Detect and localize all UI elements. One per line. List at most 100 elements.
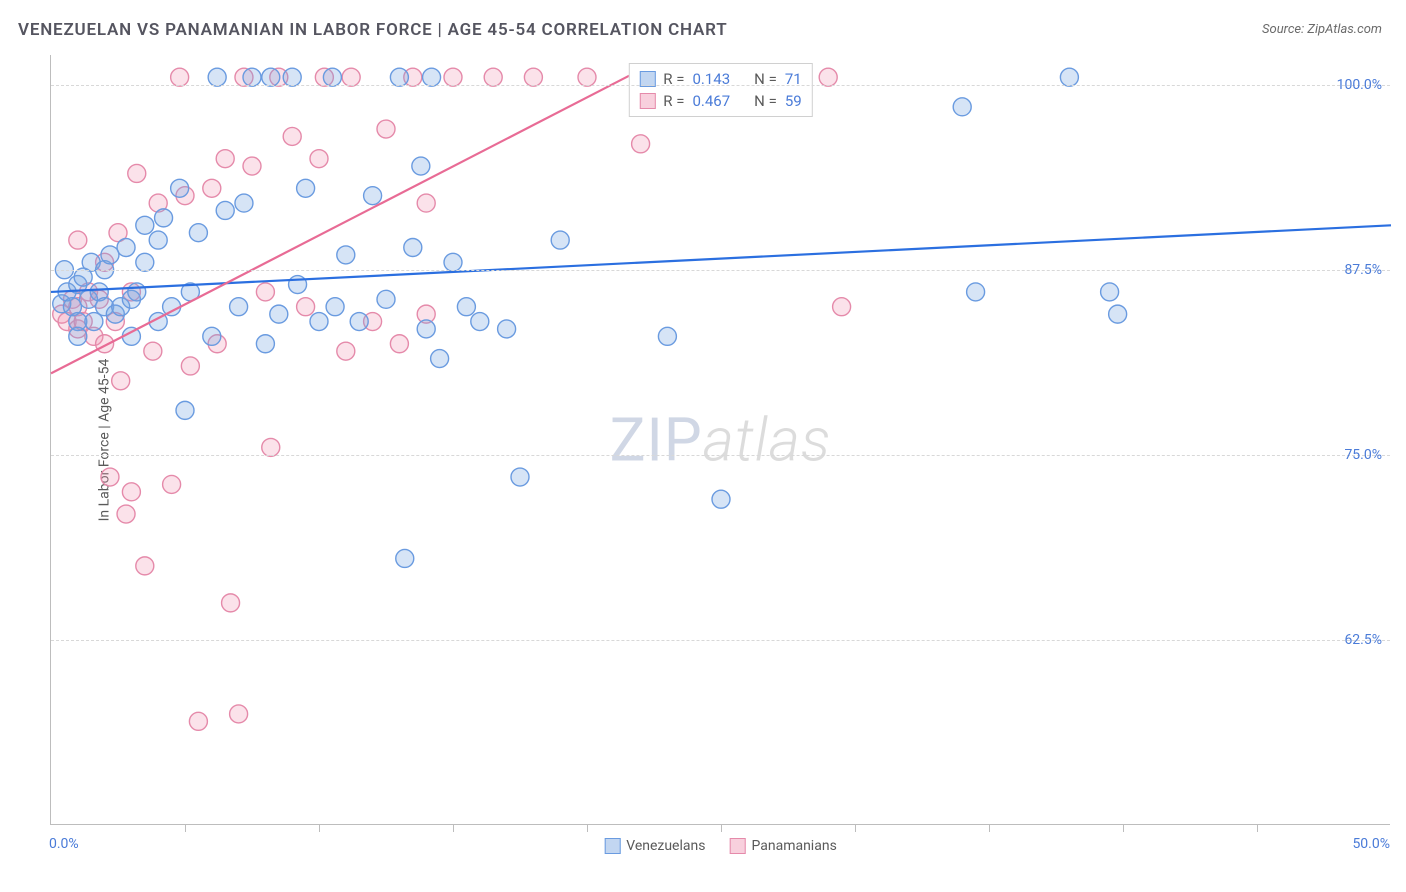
x-tick bbox=[989, 824, 990, 832]
scatter-point bbox=[404, 239, 422, 257]
scatter-point bbox=[144, 342, 162, 360]
scatter-point bbox=[203, 179, 221, 197]
scatter-point bbox=[511, 468, 529, 486]
scatter-point bbox=[256, 335, 274, 353]
y-tick-label: 75.0% bbox=[1344, 447, 1382, 463]
scatter-point bbox=[967, 283, 985, 301]
scatter-point bbox=[310, 150, 328, 168]
x-tick bbox=[855, 824, 856, 832]
plot-area: In Labor Force | Age 45-54 0.0% 50.0% ZI… bbox=[50, 55, 1390, 825]
scatter-point bbox=[101, 468, 119, 486]
legend-label-panamanians: Panamanians bbox=[751, 838, 836, 854]
scatter-point bbox=[833, 298, 851, 316]
scatter-point bbox=[270, 305, 288, 323]
scatter-point bbox=[390, 335, 408, 353]
source-label: Source: ZipAtlas.com bbox=[1262, 22, 1382, 37]
legend-swatch-panamanians bbox=[729, 838, 745, 854]
scatter-point bbox=[235, 194, 253, 212]
scatter-point bbox=[310, 313, 328, 331]
x-tick bbox=[1123, 824, 1124, 832]
legend-item-venezuelans: Venezuelans bbox=[604, 838, 705, 854]
scatter-point bbox=[69, 327, 87, 345]
scatter-point bbox=[283, 127, 301, 145]
scatter-point bbox=[326, 298, 344, 316]
stat-r-label: R = bbox=[663, 92, 684, 110]
legend-label-venezuelans: Venezuelans bbox=[626, 838, 705, 854]
scatter-point bbox=[222, 594, 240, 612]
scatter-point bbox=[1060, 68, 1078, 86]
y-tick-label: 87.5% bbox=[1344, 262, 1382, 278]
scatter-point bbox=[364, 187, 382, 205]
scatter-point bbox=[163, 298, 181, 316]
x-tick bbox=[587, 824, 588, 832]
trend-line bbox=[51, 225, 1391, 292]
x-tick bbox=[1257, 824, 1258, 832]
scatter-point bbox=[101, 246, 119, 264]
stat-swatch-panamanians bbox=[639, 93, 655, 109]
stat-row-venezuelans: R = 0.143 N = 71 bbox=[639, 68, 801, 90]
scatter-point bbox=[953, 98, 971, 116]
x-tick bbox=[721, 824, 722, 832]
scatter-point bbox=[262, 438, 280, 456]
chart-svg bbox=[51, 55, 1390, 824]
scatter-point bbox=[377, 120, 395, 138]
scatter-point bbox=[417, 194, 435, 212]
stat-n-label: N = bbox=[754, 92, 777, 110]
scatter-point bbox=[819, 68, 837, 86]
legend-swatch-venezuelans bbox=[604, 838, 620, 854]
scatter-point bbox=[658, 327, 676, 345]
scatter-point bbox=[230, 298, 248, 316]
scatter-point bbox=[551, 231, 569, 249]
scatter-point bbox=[208, 68, 226, 86]
stat-row-panamanians: R = 0.467 N = 59 bbox=[639, 90, 801, 112]
stat-box: R = 0.143 N = 71 R = 0.467 N = 59 bbox=[628, 63, 812, 117]
scatter-point bbox=[431, 350, 449, 368]
scatter-point bbox=[256, 283, 274, 301]
scatter-point bbox=[171, 68, 189, 86]
scatter-point bbox=[323, 68, 341, 86]
legend: Venezuelans Panamanians bbox=[604, 838, 837, 854]
scatter-point bbox=[136, 253, 154, 271]
scatter-point bbox=[297, 298, 315, 316]
scatter-point bbox=[1109, 305, 1127, 323]
scatter-point bbox=[216, 150, 234, 168]
scatter-point bbox=[230, 705, 248, 723]
scatter-point bbox=[396, 549, 414, 567]
stat-n-value-panamanians: 59 bbox=[785, 92, 802, 110]
scatter-point bbox=[390, 68, 408, 86]
scatter-point bbox=[243, 157, 261, 175]
x-tick bbox=[185, 824, 186, 832]
scatter-point bbox=[189, 712, 207, 730]
scatter-point bbox=[289, 276, 307, 294]
scatter-point bbox=[524, 68, 542, 86]
scatter-point bbox=[176, 401, 194, 419]
scatter-point bbox=[117, 505, 135, 523]
scatter-point bbox=[337, 246, 355, 264]
scatter-point bbox=[423, 68, 441, 86]
stat-r-value-panamanians: 0.467 bbox=[692, 92, 730, 110]
y-tick-label: 100.0% bbox=[1337, 77, 1382, 93]
scatter-point bbox=[457, 298, 475, 316]
scatter-point bbox=[69, 231, 87, 249]
scatter-point bbox=[128, 164, 146, 182]
scatter-point bbox=[155, 209, 173, 227]
scatter-point bbox=[417, 320, 435, 338]
scatter-point bbox=[498, 320, 516, 338]
scatter-point bbox=[136, 216, 154, 234]
scatter-point bbox=[444, 253, 462, 271]
scatter-point bbox=[484, 68, 502, 86]
scatter-point bbox=[262, 68, 280, 86]
scatter-point bbox=[712, 490, 730, 508]
scatter-point bbox=[632, 135, 650, 153]
scatter-point bbox=[243, 68, 261, 86]
scatter-point bbox=[444, 68, 462, 86]
legend-item-panamanians: Panamanians bbox=[729, 838, 836, 854]
chart-title: VENEZUELAN VS PANAMANIAN IN LABOR FORCE … bbox=[18, 20, 728, 40]
scatter-point bbox=[578, 68, 596, 86]
scatter-point bbox=[112, 372, 130, 390]
scatter-point bbox=[163, 475, 181, 493]
scatter-point bbox=[122, 483, 140, 501]
scatter-point bbox=[283, 68, 301, 86]
scatter-point bbox=[136, 557, 154, 575]
grid-line bbox=[51, 640, 1390, 641]
